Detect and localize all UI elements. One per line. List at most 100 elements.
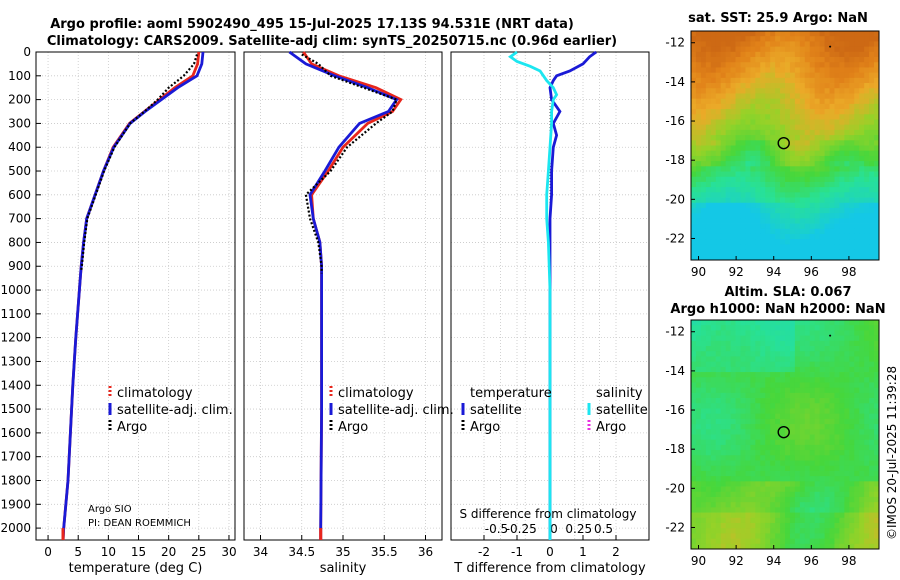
sst-cell [750, 207, 756, 214]
sst-cell [780, 83, 786, 89]
sla-cell [844, 439, 850, 446]
sst-cell [695, 228, 702, 235]
sst-cell [869, 67, 875, 74]
sst-cell [785, 93, 791, 100]
sst-cell [691, 77, 697, 84]
y-tick-label: -12 [665, 36, 685, 50]
sst-cell [725, 176, 731, 183]
sla-cell [829, 403, 835, 409]
sst-cell [799, 46, 806, 53]
sst-cell [854, 93, 860, 100]
sla-cell [869, 491, 875, 498]
sst-cell [859, 93, 865, 100]
sst-cell [725, 46, 731, 53]
sst-cell [775, 228, 781, 235]
sst-cell [859, 88, 865, 94]
sla-cell [804, 528, 811, 534]
sst-cell [735, 129, 741, 136]
sla-cell [785, 528, 791, 534]
sla-cell [775, 496, 781, 503]
sla-cell [760, 387, 766, 394]
sla-cell [844, 398, 850, 404]
sla-cell [794, 429, 801, 435]
sla-cell [794, 460, 801, 467]
sst-cell [755, 213, 761, 219]
float-location-marker [777, 425, 790, 439]
sst-cell [710, 88, 717, 94]
sla-cell [814, 528, 821, 534]
sst-cell [770, 181, 776, 188]
sst-cell [864, 114, 870, 120]
sst-cell [715, 202, 722, 209]
sla-cell [785, 346, 791, 352]
sst-cell [859, 109, 865, 115]
sst-cell [854, 31, 860, 37]
sla-cell [799, 408, 806, 415]
sst-cell [740, 67, 746, 74]
sst-cell [794, 83, 801, 89]
sla-cell [864, 377, 870, 383]
sst-cell [740, 192, 746, 198]
sla-cell [859, 543, 865, 550]
sst-cell [824, 124, 830, 131]
sla-cell [799, 413, 806, 420]
sst-cell [864, 77, 870, 84]
sla-cell [864, 413, 870, 420]
sla-cell [735, 538, 741, 545]
sst-cell [730, 161, 736, 167]
sla-cell [715, 486, 722, 493]
sla-cell [730, 512, 736, 519]
sst-cell [804, 145, 811, 152]
sst-cell [780, 41, 786, 48]
sla-cell [760, 335, 766, 342]
sst-cell [705, 176, 712, 183]
sst-cell [760, 77, 766, 84]
sla-cell [735, 528, 741, 534]
sst-cell [775, 41, 781, 48]
sla-cell [760, 496, 766, 503]
sla-cell [785, 439, 791, 446]
sst-cell [725, 135, 731, 141]
sst-cell [869, 83, 875, 89]
sst-cell [844, 249, 850, 256]
series-sat [548, 50, 598, 540]
sst-cell [755, 114, 761, 120]
sst-cell [770, 223, 776, 230]
sst-cell [829, 249, 835, 256]
sst-cell [750, 46, 756, 53]
sla-cell [864, 372, 870, 378]
sst-cell [740, 181, 746, 188]
sst-cell [715, 207, 722, 214]
sst-cell [695, 51, 702, 58]
sst-cell [700, 41, 707, 48]
sst-cell [780, 46, 786, 53]
sst-cell [874, 207, 880, 214]
sla-cell [819, 325, 825, 331]
sst-cell [849, 135, 855, 141]
sst-cell [844, 161, 850, 167]
sst-cell [705, 119, 712, 126]
sst-cell [814, 88, 821, 94]
sst-cell [735, 244, 741, 250]
sst-cell [710, 46, 717, 53]
sst-cell [695, 166, 702, 172]
sla-cell [804, 517, 811, 524]
sla-cell [824, 450, 830, 456]
series-clim [61, 51, 201, 541]
sst-cell [725, 223, 731, 230]
sst-cell [710, 129, 717, 136]
sst-cell [775, 93, 781, 100]
sst-cell [859, 218, 865, 224]
sst-cell [691, 213, 697, 219]
main-title-line2: Climatology: CARS2009. Satellite-adj cli… [47, 34, 617, 49]
sla-cell [770, 366, 776, 373]
sla-cell [780, 372, 786, 378]
sla-cell [874, 413, 880, 420]
sla-cell [710, 522, 717, 529]
sst-cell [740, 46, 746, 53]
sst-cell [780, 223, 786, 230]
sla-cell [864, 340, 870, 347]
sst-cell [780, 213, 786, 219]
sla-cell [740, 392, 746, 399]
sst-cell [819, 181, 825, 188]
